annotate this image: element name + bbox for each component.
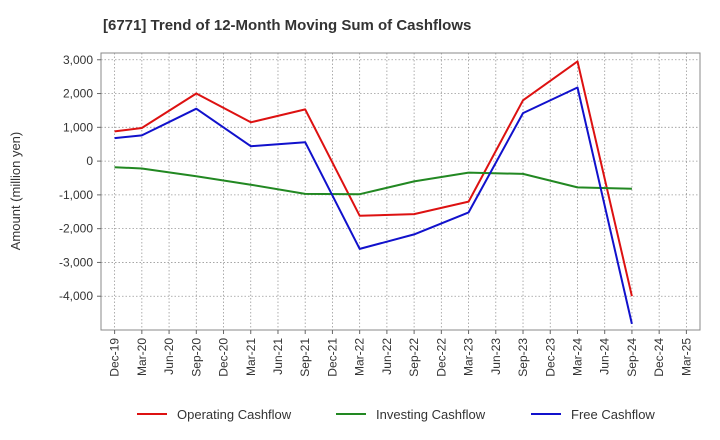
legend-label: Free Cashflow	[571, 407, 655, 422]
x-tick-label: Jun-20	[162, 338, 176, 375]
x-tick-label: Dec-22	[434, 338, 448, 377]
y-tick-label: 2,000	[63, 87, 93, 101]
y-tick-label: 3,000	[63, 53, 93, 67]
x-tick-label: Jun-24	[598, 338, 612, 375]
x-tick-label: Dec-24	[652, 338, 666, 377]
y-tick-label: -2,000	[59, 222, 93, 236]
x-tick-label: Mar-23	[462, 338, 476, 376]
x-tick-label: Jun-22	[380, 338, 394, 375]
x-tick-label: Jun-23	[489, 338, 503, 375]
x-tick-label: Sep-23	[516, 338, 530, 377]
x-tick-label: Dec-23	[543, 338, 557, 377]
legend: Operating Cashflow Investing Cashflow Free…	[137, 407, 655, 422]
x-axis-ticks: Dec-19 Mar-20 Jun-20 Sep-20 Dec-20 Mar-21 Jun-…	[108, 330, 693, 377]
x-tick-label: Dec-19	[108, 338, 122, 377]
series-line-investing-cashflow	[114, 166, 632, 196]
y-tick-label: 1,000	[63, 120, 93, 134]
y-tick-label: -4,000	[59, 289, 93, 303]
y-tick-label: 0	[86, 154, 93, 168]
x-tick-label: Sep-22	[407, 338, 421, 377]
y-axis-ticks: -4,000 -3,000 -2,000 -1,000 0 1,000 2,000 3,000	[59, 53, 101, 303]
x-tick-label: Mar-20	[135, 338, 149, 376]
x-tick-label: Jun-21	[271, 338, 285, 375]
series-line-operating-cashflow	[114, 60, 633, 297]
legend-label: Operating Cashflow	[177, 407, 292, 422]
grid-lines	[101, 53, 700, 330]
x-tick-label: Dec-21	[325, 338, 339, 377]
x-tick-label: Mar-22	[353, 338, 367, 376]
x-tick-label: Sep-24	[625, 338, 639, 377]
x-tick-label: Sep-20	[189, 338, 203, 377]
legend-label: Investing Cashflow	[376, 407, 486, 422]
y-axis-label: Amount (million yen)	[8, 132, 23, 251]
y-tick-label: -3,000	[59, 255, 93, 269]
series-lines	[114, 60, 633, 325]
y-tick-label: -1,000	[59, 188, 93, 202]
plot-frame	[100, 52, 701, 331]
x-tick-label: Mar-24	[570, 338, 584, 376]
x-tick-label: Mar-21	[244, 338, 258, 376]
series-line-free-cashflow	[114, 86, 633, 325]
x-tick-label: Mar-25	[679, 338, 693, 376]
x-tick-label: Dec-20	[217, 338, 231, 377]
chart-title: [6771] Trend of 12-Month Moving Sum of C…	[103, 17, 471, 34]
x-tick-label: Sep-21	[298, 338, 312, 377]
